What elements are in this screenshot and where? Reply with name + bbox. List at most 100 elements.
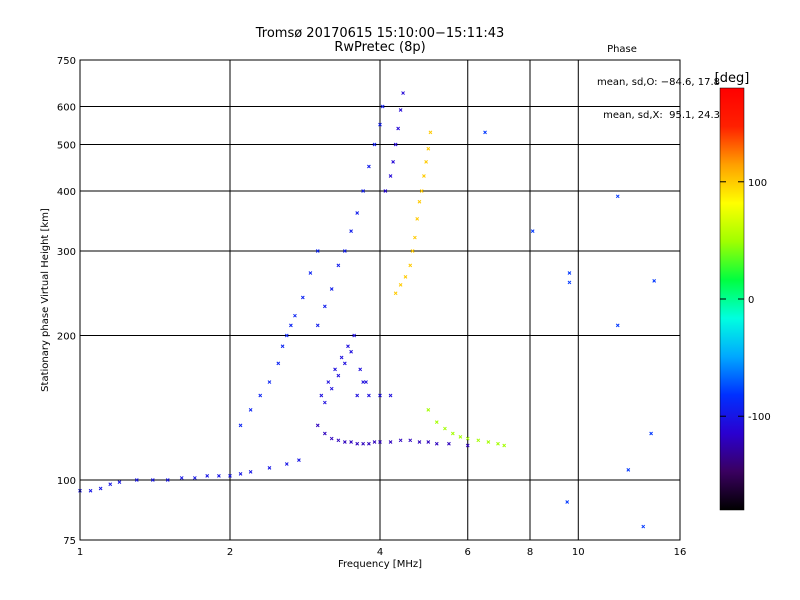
data-point [434, 420, 439, 425]
grid-lines [80, 60, 680, 540]
data-point [308, 271, 313, 275]
data-point [315, 323, 320, 328]
y-tick-label: 100 [57, 476, 76, 487]
chart-subtitle: RwPretec (8p) [334, 40, 426, 55]
x-tick-label: 10 [572, 547, 585, 558]
data-point [393, 291, 398, 296]
data-point [476, 438, 481, 443]
data-point [422, 174, 426, 178]
data-point [322, 400, 327, 405]
data-point [355, 441, 360, 446]
data-point [388, 393, 393, 398]
data-point [329, 287, 334, 291]
data-point [238, 423, 243, 428]
data-point [615, 323, 620, 328]
data-point [276, 361, 281, 366]
x-axis-ticks: 1 2 4 6 8 10 16 [77, 547, 687, 558]
data-point [349, 229, 353, 233]
chart-title: Tromsø 20170615 15:10:00−15:11:43 [255, 26, 505, 41]
phase-mean-x: mean, sd,X: 95.1, 24.3 [603, 110, 720, 121]
data-point [450, 431, 455, 436]
data-point [355, 393, 360, 398]
data-point [361, 441, 365, 446]
data-point [367, 393, 371, 398]
data-point [403, 275, 408, 279]
colorbar-tick-label: 0 [748, 295, 754, 306]
data-point [267, 380, 272, 384]
phase-mean-o: mean, sd,O: −84.6, 17.8 [597, 77, 720, 88]
x-tick-label: 4 [377, 547, 383, 558]
data-point [388, 174, 393, 178]
data-point [364, 380, 368, 384]
data-point [342, 249, 347, 253]
data-point [626, 468, 631, 472]
data-point [300, 295, 305, 300]
y-axis-ticks: 75 100 200 300 400 500 600 750 [57, 56, 76, 547]
data-point [267, 466, 272, 470]
data-point [465, 443, 470, 448]
data-point [434, 441, 439, 446]
y-tick-label: 200 [57, 332, 76, 343]
y-tick-label: 300 [57, 247, 76, 258]
data-point [117, 480, 122, 484]
colorbar-ticks: 100 0 -100 [720, 178, 771, 423]
data-point [329, 436, 334, 441]
data-point [486, 440, 491, 444]
x-axis-label: Frequency [MHz] [338, 559, 422, 570]
data-point [326, 380, 331, 384]
data-point [649, 431, 653, 436]
data-point [361, 189, 365, 193]
data-point [417, 199, 422, 204]
data-point [428, 130, 433, 135]
data-point [297, 458, 301, 463]
x-tick-label: 1 [77, 547, 83, 558]
data-point [413, 235, 417, 240]
data-point [134, 478, 139, 482]
data-point [372, 440, 377, 444]
data-point [88, 488, 93, 493]
data-point [426, 440, 431, 444]
data-point [349, 349, 353, 354]
data-point [284, 462, 289, 466]
x-tick-label: 16 [674, 547, 687, 558]
data-point [355, 211, 360, 215]
data-point [150, 478, 155, 482]
data-point [424, 160, 428, 164]
data-point [339, 355, 344, 360]
data-point [447, 441, 451, 446]
data-point [280, 344, 285, 349]
data-point [329, 386, 334, 391]
data-point [372, 142, 377, 147]
data-point [383, 189, 388, 193]
data-point [248, 408, 253, 412]
data-point [322, 304, 327, 309]
data-point [388, 440, 393, 444]
data-point [333, 367, 337, 372]
data-point [367, 164, 371, 169]
data-point [641, 524, 646, 529]
data-point [228, 474, 232, 478]
data-point [284, 333, 289, 338]
colorbar-tick-label: -100 [748, 412, 771, 423]
data-point [315, 249, 320, 253]
x-tick-label: 8 [527, 547, 533, 558]
data-point [652, 278, 657, 283]
data-point [398, 108, 403, 112]
data-point [179, 476, 184, 480]
data-point [396, 126, 401, 131]
plot-frame [79, 59, 681, 541]
data-point [289, 323, 293, 328]
data-point [458, 435, 463, 439]
data-point [378, 393, 382, 398]
data-point [358, 367, 363, 372]
phase-heading: Phase [607, 44, 637, 55]
data-point [349, 440, 353, 444]
data-point [192, 476, 197, 480]
data-point [393, 142, 398, 147]
x-tick-label: 2 [227, 547, 233, 558]
data-point [352, 333, 357, 338]
data-point [322, 431, 327, 436]
data-point [315, 423, 320, 428]
